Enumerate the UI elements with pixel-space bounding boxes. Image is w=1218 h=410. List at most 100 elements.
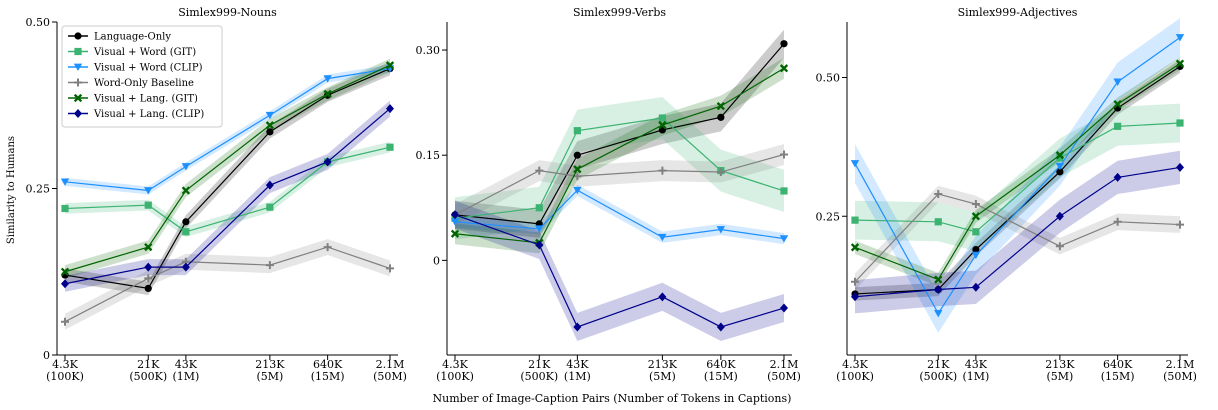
confidence-band-word-only-baseline [65, 239, 390, 330]
y-tick-label: 0.25 [816, 210, 841, 223]
series-line [64, 68, 391, 192]
x-tick-label: 21K (500K) [520, 358, 558, 383]
data-point [972, 228, 980, 236]
data-point [573, 165, 582, 174]
data-point [1056, 168, 1064, 176]
series-visual-lang-clip [851, 162, 1184, 302]
series-line [854, 37, 1181, 315]
data-point [716, 322, 725, 332]
data-point [851, 292, 859, 302]
data-point [266, 128, 274, 136]
x-tick-label: 21K (500K) [919, 358, 957, 383]
data-point [1055, 211, 1064, 221]
data-point [182, 228, 190, 236]
series-line [454, 117, 785, 219]
data-point [144, 201, 152, 209]
series-visual-word-clip [450, 186, 789, 243]
data-point [144, 284, 152, 292]
data-point [658, 233, 667, 242]
data-point [716, 101, 726, 111]
legend-marker [73, 93, 83, 103]
series-line [454, 67, 785, 244]
confidence-band-language-only [855, 59, 1180, 301]
legend-entry-visual-word-git: Visual + Word (GIT) [68, 47, 196, 58]
data-point [779, 64, 789, 73]
x-tick-label: 640K (15M) [1101, 358, 1135, 383]
legend-entry-visual-word-clip: Visual + Word (CLIP) [68, 63, 203, 74]
series-line [854, 122, 1181, 233]
series-line [854, 193, 1181, 283]
panel-title: Simlex999-Verbs [573, 6, 666, 19]
data-point [61, 204, 69, 213]
legend-entry-word-only-baseline: Word-Only Baseline [68, 78, 194, 89]
legend-marker [74, 78, 82, 87]
legend-entry-visual-lang-clip: Visual + Lang. (CLIP) [68, 109, 204, 120]
data-point [934, 190, 943, 199]
x-tick-label: 43K (1M) [172, 358, 199, 383]
series-visual-word-clip [850, 34, 1185, 318]
data-point [1176, 162, 1184, 172]
series-word-only-baseline [851, 190, 1184, 286]
confidence-band-visual-lang-git [855, 56, 1180, 287]
y-tick-label: 0 [43, 349, 50, 362]
data-point [181, 186, 191, 195]
y-tick-label: 0 [433, 254, 440, 267]
data-point [716, 226, 726, 234]
series-line [854, 63, 1181, 281]
panel-simlex999-nouns: Simlex999-Nouns 0 0.25 0.50 4.3K (100K) 21K (50… [26, 6, 407, 383]
data-point [1056, 154, 1064, 162]
data-point [182, 218, 190, 226]
shared-x-axis-label: Number of Image-Caption Pairs (Number of… [433, 392, 792, 405]
series-line [64, 246, 391, 323]
x-tick-label: 43K (1M) [564, 358, 591, 383]
legend-entry-language-only: Language-Only [68, 32, 171, 43]
data-point [573, 322, 582, 332]
data-point [535, 240, 544, 250]
legend-label: Visual + Word (CLIP) [93, 63, 203, 74]
data-point [181, 262, 190, 272]
data-point [780, 303, 788, 313]
data-point [60, 178, 70, 186]
shared-y-axis-label: Similarity to Humans [6, 136, 17, 244]
series-line [454, 189, 785, 240]
data-point [144, 242, 153, 252]
x-tick-label: 43K (1M) [962, 358, 989, 383]
data-point [1055, 162, 1065, 171]
confidence-band-word-only-baseline [455, 143, 784, 226]
series-visual-word-git [851, 119, 1184, 236]
confidence-band-visual-word-git [855, 103, 1180, 252]
series-visual-lang-git [450, 64, 789, 247]
x-tick-label: 4.3K (100K) [46, 358, 84, 383]
y-tick-label: 0.15 [416, 149, 441, 162]
panel-title: Simlex999-Adjectives [958, 6, 1078, 19]
data-point [385, 61, 395, 70]
legend-marker [74, 32, 82, 40]
x-tick-label: 640K (15M) [311, 358, 345, 383]
data-point [850, 243, 860, 252]
series-line [454, 43, 785, 225]
data-point [971, 200, 980, 209]
data-point [780, 150, 788, 159]
data-point [850, 160, 860, 168]
data-point [1176, 119, 1184, 127]
data-point [851, 277, 859, 286]
data-point [266, 203, 274, 211]
legend-frame [61, 25, 223, 128]
data-point [1113, 217, 1122, 226]
data-point [972, 245, 980, 254]
x-tick-label: 2.1M (50M) [767, 358, 801, 383]
data-point [971, 212, 981, 221]
data-point [1176, 220, 1184, 229]
data-point [265, 121, 275, 130]
data-point [851, 216, 859, 224]
data-point [780, 40, 788, 48]
data-point [323, 89, 332, 99]
x-tick-label: 213K (5M) [648, 358, 678, 383]
data-point [658, 114, 666, 122]
x-tick-label: 213K (5M) [1045, 358, 1075, 383]
x-tick-label: 21K (500K) [129, 358, 167, 383]
data-point [1175, 34, 1185, 42]
confidence-band-language-only [455, 29, 784, 238]
series-visual-lang-git [60, 61, 395, 276]
